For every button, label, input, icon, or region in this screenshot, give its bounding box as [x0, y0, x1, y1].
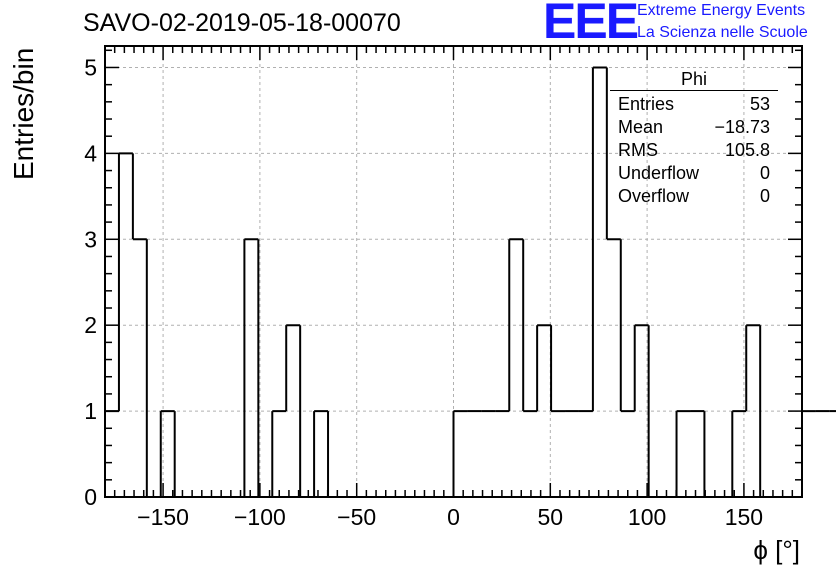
histogram-bin: [173, 411, 189, 498]
histogram-bin: [271, 410, 287, 497]
histogram-bin: [605, 67, 621, 241]
histogram-bin: [299, 325, 315, 498]
histogram-bin: [327, 411, 342, 498]
histogram-bin: [731, 410, 747, 497]
stats-title: Phi: [680, 69, 707, 89]
stats-value: 0: [759, 163, 770, 183]
histogram-bin: [536, 324, 552, 412]
stats-value: 53: [749, 94, 770, 114]
x-tick-label: −150: [137, 504, 189, 530]
stats-label: RMS: [618, 140, 658, 160]
y-tick-label: 4: [84, 140, 97, 166]
histogram-bin: [550, 325, 566, 413]
histogram-bin: [452, 410, 468, 497]
histogram-bin: [801, 410, 816, 497]
brand-line-2: La Scienza nelle Scuole: [637, 24, 808, 41]
y-tick-label: 2: [84, 312, 97, 338]
histogram-bin: [257, 239, 273, 498]
histogram-bin: [243, 238, 259, 497]
histogram-bin: [647, 325, 663, 498]
y-tick-label: 0: [84, 484, 97, 510]
histogram-bin: [522, 239, 538, 413]
eee-logo: EEE: [543, 0, 639, 49]
run-title: SAVO-02-2019-05-18-00070: [83, 9, 401, 37]
stats-row-rms: RMS 105.8: [610, 139, 778, 162]
x-tick-label: −100: [234, 504, 286, 530]
histogram-bin: [508, 238, 524, 412]
stats-label: Underflow: [618, 163, 700, 183]
histogram-bin: [131, 153, 147, 241]
x-tick-label: 50: [538, 504, 564, 530]
x-tick-label: 100: [628, 504, 666, 530]
y-tick-label: 5: [84, 54, 97, 80]
stats-row-overflow: Overflow 0: [610, 185, 778, 208]
histogram-bin: [745, 324, 761, 412]
stats-label: Overflow: [618, 186, 690, 206]
brand-line-1: Extreme Energy Events: [637, 2, 806, 19]
histogram-bin: [159, 410, 175, 497]
x-tick-label: 150: [725, 504, 763, 530]
histogram-bin: [675, 410, 691, 497]
x-axis-label: ϕ [°]: [753, 535, 800, 565]
stats-row-underflow: Underflow 0: [610, 162, 778, 185]
stats-label: Entries: [618, 94, 675, 114]
stats-value: 105.8: [724, 140, 770, 160]
y-tick-label: 3: [84, 226, 97, 252]
x-tick-label: −50: [337, 504, 376, 530]
histogram-bin: [285, 324, 301, 412]
histogram-bin: [145, 239, 161, 498]
y-axis-label: Entries/bin: [8, 47, 39, 180]
y-tick-label: 1: [84, 398, 97, 424]
histogram-bin: [703, 411, 719, 498]
stats-row-entries: Entries 53: [610, 93, 778, 116]
stats-row-mean: Mean −18.73: [610, 116, 778, 139]
x-tick-label: 0: [447, 504, 460, 530]
histogram-bin: [591, 66, 607, 412]
stats-value: 0: [759, 186, 770, 206]
histogram-bin: [117, 152, 133, 412]
stats-value: −18.73: [714, 117, 770, 137]
histogram-bin: [104, 410, 119, 497]
histogram-bin: [619, 239, 635, 413]
histogram-bin: [633, 324, 649, 412]
histogram-bin: [313, 410, 329, 497]
stats-box: Phi Entries 53 Mean −18.73 RMS 105.8 Und…: [610, 68, 778, 208]
stats-label: Mean: [618, 117, 664, 137]
stats-divider: [610, 90, 778, 91]
